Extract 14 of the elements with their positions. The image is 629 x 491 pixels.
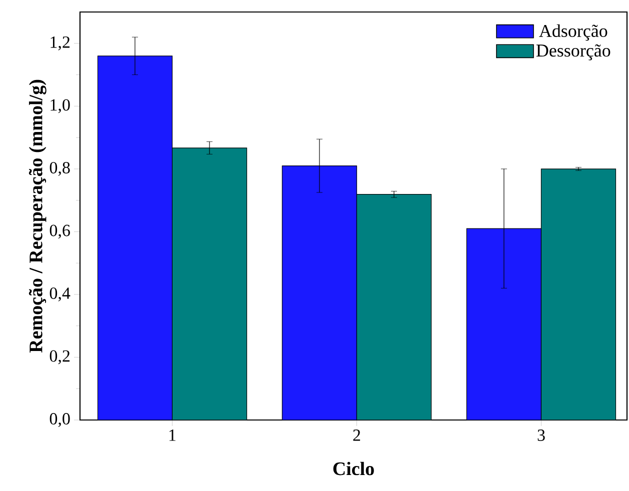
x-tick-label: 2 (353, 430, 360, 441)
y-tick-label: 0,0 (50, 413, 70, 427)
y-tick-label: 1,0 (50, 99, 70, 114)
x-axis-title: Ciclo (333, 462, 374, 476)
y-tick-label: 0,4 (50, 288, 70, 302)
y-axis-title: Remoção / Recuperação (mmol/g) (28, 80, 46, 353)
x-tick-label: 3 (538, 430, 545, 441)
y-tick-label: 0,6 (50, 224, 70, 239)
y-tick-label: 0,2 (50, 350, 70, 364)
y-tick-label: 0,8 (50, 162, 70, 176)
legend-label: Adsorção (539, 24, 608, 41)
legend-label: Dessorção (536, 44, 610, 60)
y-tick-label: 1,2 (50, 36, 70, 50)
x-tick-label: 1 (169, 430, 176, 441)
